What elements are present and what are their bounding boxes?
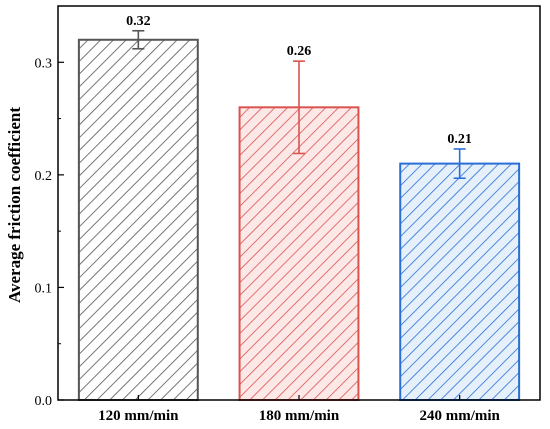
- x-tick-label-1: 120 mm/min: [98, 408, 179, 424]
- bar-3: [399, 162, 521, 401]
- plot-frame: [57, 5, 541, 401]
- error-bar-3: [453, 148, 466, 180]
- y-axis-title: Average friction coefficient: [5, 107, 24, 303]
- x-tick-label-2: 180 mm/min: [259, 408, 340, 424]
- bar-1: [77, 38, 199, 402]
- data-labels-layer: 0.32 0.26 0.21: [126, 14, 472, 147]
- x-tick-label-3: 240 mm/min: [419, 408, 500, 424]
- bar-2: [238, 106, 360, 401]
- y-tick-label-1: 0.0: [35, 394, 53, 409]
- y-tick-label-3: 0.2: [35, 169, 53, 184]
- data-label-2: 0.26: [287, 44, 312, 59]
- data-label-1: 0.32: [126, 14, 151, 29]
- error-bars-layer: [132, 29, 466, 180]
- error-bar-2: [293, 60, 305, 155]
- axes-layer: 120 mm/min 180 mm/min 240 mm/min 0.0 0.1 0.2 0…: [35, 5, 541, 424]
- y-tick-label-2: 0.1: [35, 281, 53, 296]
- error-bar-1: [132, 29, 145, 50]
- data-label-3: 0.21: [447, 132, 472, 147]
- y-tick-label-4: 0.3: [35, 56, 53, 71]
